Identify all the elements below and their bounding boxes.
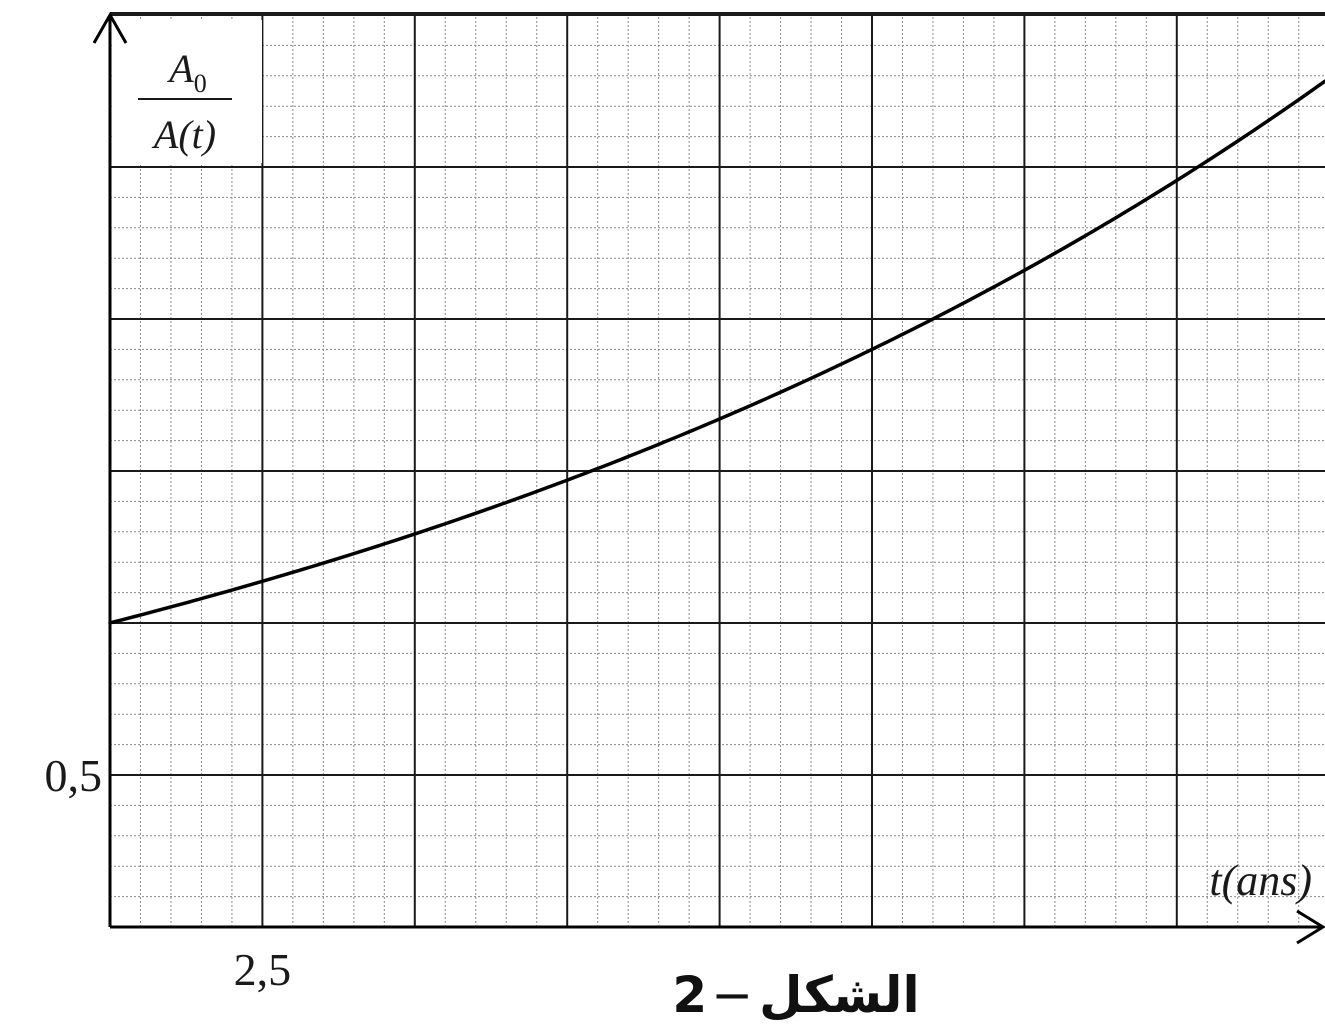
series-line: [108, 79, 1325, 625]
y-axis-label: A0 A(t): [138, 46, 232, 157]
figure-caption: 2− الشكل: [672, 966, 919, 1024]
x-axis-label: t(ans): [1209, 856, 1312, 905]
y-label-background: [114, 20, 262, 163]
y-label-denominator: A(t): [151, 112, 216, 157]
caption-word: الشكل: [759, 966, 920, 1024]
series-group: [108, 79, 1325, 625]
x-axis-arrow: [1296, 909, 1325, 945]
axes: [92, 11, 1325, 945]
y-axis-arrow: [92, 11, 128, 44]
x-tick-label: 2,5: [234, 944, 292, 995]
ticks: 2,5 0,5: [45, 750, 292, 995]
y-tick-label: 0,5: [45, 750, 103, 801]
major-grid: [110, 12, 1325, 927]
caption-number: 2: [672, 966, 707, 1024]
y-label-numerator: A0: [166, 46, 206, 98]
caption-separator: −: [711, 966, 753, 1024]
